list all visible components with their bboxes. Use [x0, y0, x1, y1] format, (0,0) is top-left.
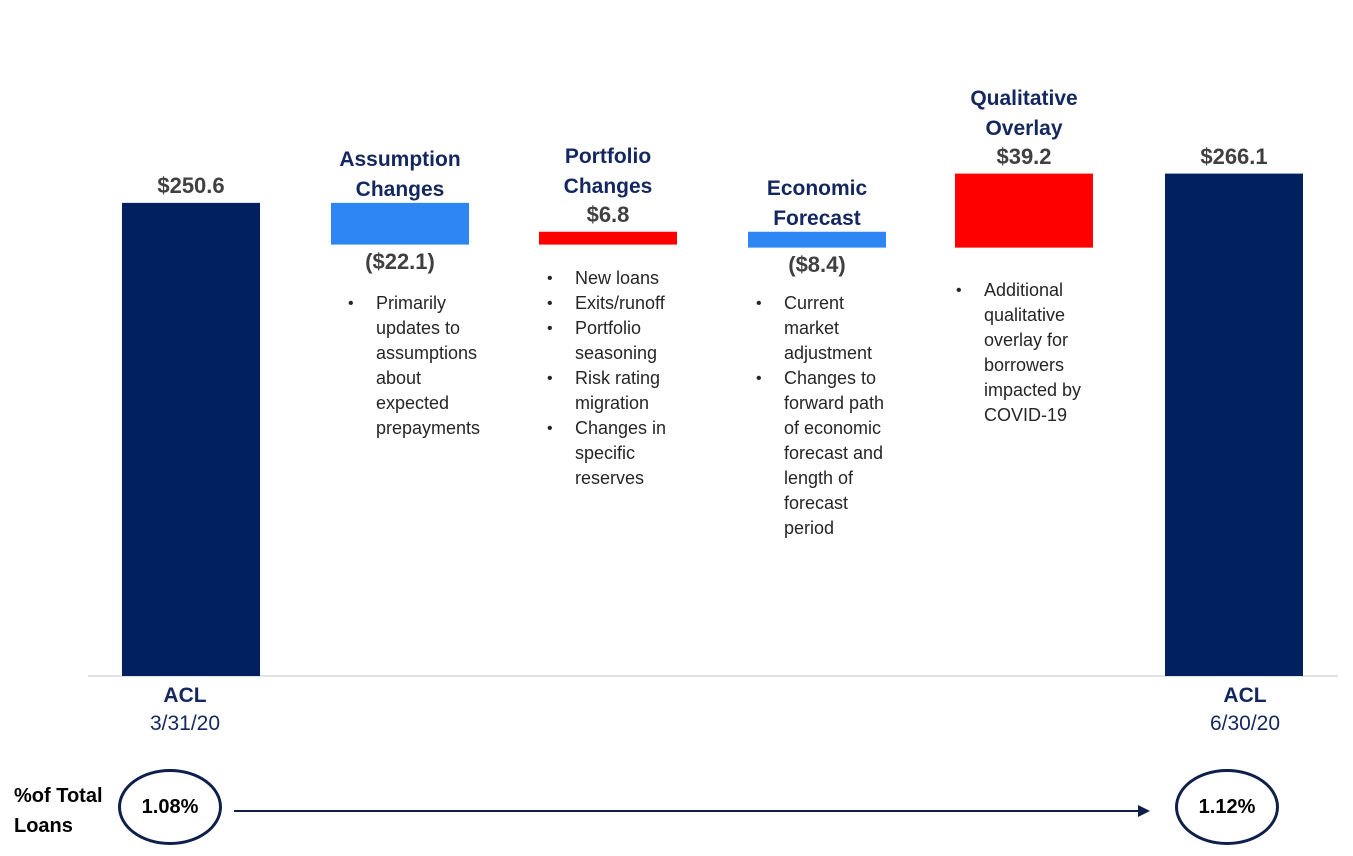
- bullet-item: Additional qualitative overlay for borro…: [956, 278, 1086, 428]
- bullet-item: Current market adjustment: [756, 291, 901, 366]
- pct-total-label-line: Loans: [14, 815, 73, 837]
- pct-start-circle: 1.08%: [118, 769, 222, 845]
- category-title-line: Overlay: [985, 116, 1063, 140]
- pct-start-value: 1.08%: [141, 795, 199, 818]
- pct-end-value: 1.12%: [1198, 795, 1256, 818]
- category-title-line: Changes: [563, 174, 653, 198]
- bullet-list-economic: Current market adjustmentChanges to forw…: [756, 291, 901, 541]
- bar-value-label: $266.1: [1200, 143, 1268, 169]
- bullet-list-qualitative: Additional qualitative overlay for borro…: [956, 278, 1086, 428]
- bar-assumption: [331, 202, 469, 245]
- chart-bars: [122, 173, 1303, 677]
- axis-label-acl-end: ACL 6/30/20: [1145, 682, 1345, 738]
- bullet-list-assumption: Primarily updates to assumptions about e…: [348, 291, 498, 441]
- category-title-line: Qualitative: [970, 86, 1078, 110]
- category-title-qualitative: Qualitative Overlay: [924, 84, 1124, 144]
- bullet-list-portfolio: New loansExits/runoffPortfolio seasoning…: [547, 266, 687, 491]
- axis-label-date: 6/30/20: [1209, 712, 1281, 735]
- bar-value-label: $39.2: [996, 143, 1052, 169]
- bar-acl-end: [1165, 173, 1303, 676]
- axis-label-acl-start: ACL 3/31/20: [85, 682, 285, 738]
- bullet-item: New loans: [547, 266, 687, 291]
- bullet-item: Changes to forward path of economic fore…: [756, 366, 901, 541]
- axis-label-title: ACL: [1223, 684, 1267, 707]
- category-title-line: Changes: [355, 177, 445, 201]
- bullet-item: Changes in specific reserves: [547, 416, 687, 491]
- bullet-item: Risk rating migration: [547, 366, 687, 416]
- bar-qualitative: [955, 173, 1093, 248]
- bar-value-label: $250.6: [157, 172, 225, 198]
- category-title-line: Portfolio: [564, 144, 652, 168]
- bullet-item: Exits/runoff: [547, 291, 687, 316]
- bar-value-label: $6.8: [586, 201, 630, 227]
- pct-arrow-head: [1138, 805, 1150, 817]
- pct-end-circle: 1.12%: [1175, 769, 1279, 845]
- category-title-economic: Economic Forecast: [717, 174, 917, 234]
- axis-label-date: 3/31/20: [149, 712, 221, 735]
- category-title-assumption: Assumption Changes: [300, 145, 500, 205]
- category-title-line: Assumption: [339, 147, 461, 171]
- category-title-line: Economic: [766, 176, 868, 200]
- bar-value-label: ($22.1): [365, 248, 435, 274]
- category-title-line: Forecast: [773, 206, 861, 230]
- bar-value-label: ($8.4): [788, 251, 846, 277]
- pct-total-label-line: %of Total: [14, 785, 103, 807]
- category-title-portfolio: Portfolio Changes: [508, 142, 708, 202]
- bar-acl-start: [122, 202, 260, 677]
- bar-portfolio: [539, 231, 677, 245]
- bullet-item: Primarily updates to assumptions about e…: [348, 291, 498, 441]
- bar-economic: [748, 231, 886, 248]
- pct-total-label: %of Total Loans: [14, 781, 103, 841]
- bullet-item: Portfolio seasoning: [547, 316, 687, 366]
- axis-label-title: ACL: [163, 684, 207, 707]
